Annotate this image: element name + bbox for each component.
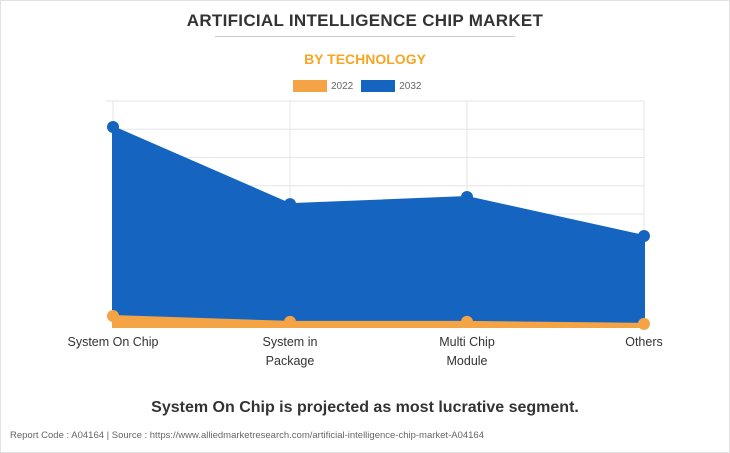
data-point-2022 [638,317,650,330]
legend: 2022 2032 [293,80,430,92]
x-tick-label: Module [447,354,488,368]
legend-label-2022[interactable]: 2022 [331,80,354,92]
chart-subtitle: BY TECHNOLOGY [304,51,426,67]
chart-title: ARTIFICIAL INTELLIGENCE CHIP MARKET [186,11,544,30]
data-point-2022 [107,309,119,322]
title-divider [215,36,515,37]
data-point-2022 [284,315,296,328]
data-point-2032 [461,191,473,204]
x-tick-label: Others [625,335,663,349]
x-tick-label: System On Chip [67,335,158,349]
area-series-2032 [112,125,645,328]
data-point-2032 [107,120,119,133]
data-point-2032 [638,230,650,243]
legend-swatch-2032[interactable] [361,80,396,92]
data-point-2032 [284,198,296,211]
legend-label-2032[interactable]: 2032 [399,80,422,92]
source-text: Report Code : A04164 | Source : https://… [10,430,484,441]
insight-message: System On Chip is projected as most lucr… [151,399,579,416]
x-tick-label: Package [266,354,315,368]
legend-swatch-2022[interactable] [293,80,327,92]
data-point-2022 [461,315,473,328]
x-tick-label: System in [263,335,318,349]
x-tick-label: Multi Chip [439,335,495,349]
